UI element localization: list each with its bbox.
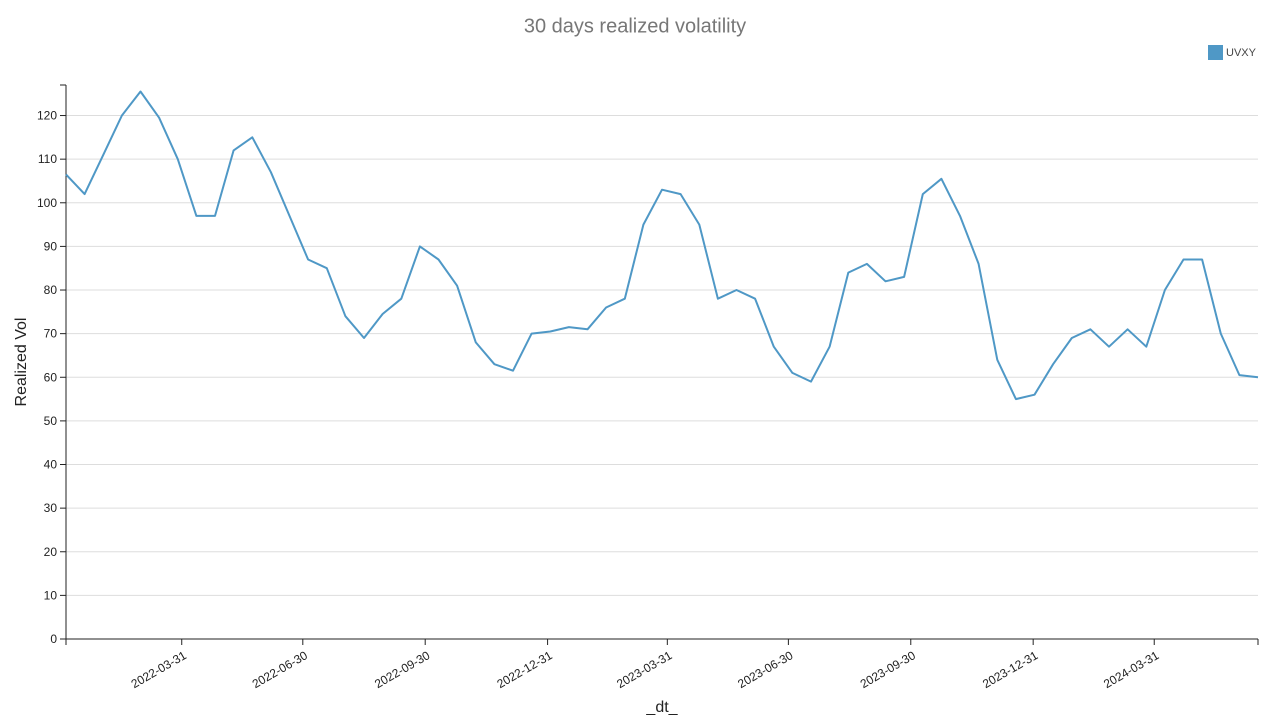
x-tick-label: 2023-03-31 xyxy=(614,648,674,691)
y-tick-label: 10 xyxy=(44,588,58,602)
y-tick-label: 100 xyxy=(37,196,57,210)
y-tick-label: 110 xyxy=(38,152,57,166)
x-tick-label: 2024-03-31 xyxy=(1101,648,1161,691)
y-tick-label: 80 xyxy=(44,283,58,297)
x-axis-label: _dt_ xyxy=(645,699,678,716)
y-tick-label: 70 xyxy=(44,327,58,341)
y-axis-label: Realized Vol xyxy=(13,318,30,407)
y-tick-label: 30 xyxy=(44,501,58,515)
y-tick-label: 90 xyxy=(44,239,58,253)
legend-swatch xyxy=(1208,45,1223,60)
x-tick-label: 2023-09-30 xyxy=(858,648,918,691)
y-tick-label: 0 xyxy=(50,632,57,646)
y-tick-label: 20 xyxy=(44,545,58,559)
x-tick-label: 2022-09-30 xyxy=(372,648,432,691)
y-tick-label: 120 xyxy=(37,109,57,123)
x-tick-label: 2023-06-30 xyxy=(735,648,795,691)
x-tick-label: 2022-12-31 xyxy=(495,648,555,691)
legend-label: UVXY xyxy=(1226,47,1257,59)
y-tick-label: 50 xyxy=(44,414,58,428)
line xyxy=(65,90,1259,401)
x-tick-label: 2022-06-30 xyxy=(250,648,310,691)
y-tick-label: 40 xyxy=(44,458,58,472)
chart-title: 30 days realized volatility xyxy=(524,15,746,37)
x-tick-label: 2023-12-31 xyxy=(980,648,1040,691)
x-tick-label: 2022-03-31 xyxy=(129,648,189,691)
y-tick-label: 60 xyxy=(44,370,58,384)
